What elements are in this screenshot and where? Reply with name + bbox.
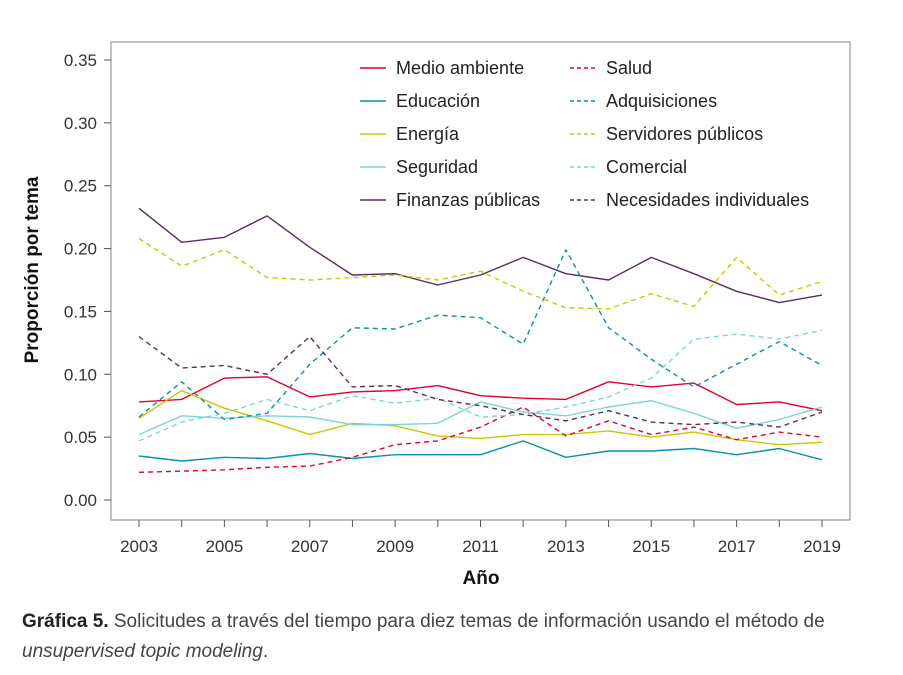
legend-label: Medio ambiente <box>396 58 524 78</box>
legend-label: Necesidades individuales <box>606 190 809 210</box>
series-line-medio-ambiente <box>138 376 823 412</box>
x-tick-label: 2003 <box>120 537 158 556</box>
x-axis-title: Año <box>463 568 500 589</box>
y-tick-label: 0.15 <box>64 302 97 321</box>
series-line-necesidades-individuales <box>138 335 823 428</box>
x-tick-label: 2009 <box>376 537 414 556</box>
line-chart: 0.000.050.100.150.200.250.300.35 2003 200… <box>22 41 851 589</box>
x-axis: 2003 2005 2007 2009 2011 2013 2015 2017 2019 <box>120 520 841 556</box>
caption-emphasis: unsupervised topic modeling <box>22 641 263 662</box>
series-line-servidores-publicos <box>138 237 823 310</box>
figure-caption: Gráfica 5. Solicitudes a través del tiem… <box>22 607 882 667</box>
plot-frame <box>110 41 851 521</box>
caption-text: Solicitudes a través del tiempo para die… <box>108 611 825 632</box>
y-tick-label: 0.00 <box>64 491 97 510</box>
legend-label: Comercial <box>606 157 687 177</box>
legend-label: Seguridad <box>396 157 478 177</box>
series-line-comercial <box>138 329 823 442</box>
x-tick-label: 2013 <box>547 537 585 556</box>
y-axis: 0.00 0.05 0.10 0.15 0.20 0.25 0.30 0.35 <box>64 51 111 510</box>
x-tick-label: 2007 <box>291 537 329 556</box>
caption-end: . <box>262 641 269 662</box>
series-lines <box>138 207 823 473</box>
y-tick-label: 0.25 <box>64 177 97 196</box>
series-line-educacion <box>138 440 823 462</box>
series-line-salud <box>138 406 823 473</box>
x-tick-label: 2017 <box>718 537 756 556</box>
legend-label: Adquisiciones <box>606 91 717 111</box>
y-axis-title: Proporción por tema <box>22 176 43 363</box>
legend-label: Servidores públicos <box>606 124 763 144</box>
y-tick-label: 0.05 <box>64 428 97 447</box>
y-tick-label: 0.30 <box>64 114 97 133</box>
legend-label: Salud <box>606 58 652 78</box>
legend-label: Educación <box>396 91 480 111</box>
legend-label: Energía <box>396 124 460 144</box>
x-tick-label: 2005 <box>205 537 243 556</box>
y-tick-label: 0.10 <box>64 365 97 384</box>
x-tick-label: 2011 <box>462 537 499 556</box>
series-line-seguridad <box>138 400 823 436</box>
y-tick-label: 0.20 <box>64 240 97 259</box>
x-tick-label: 2019 <box>803 537 841 556</box>
x-tick-label: 2015 <box>632 537 670 556</box>
series-line-finanzas-publicas <box>138 207 823 304</box>
y-tick-label: 0.35 <box>64 51 97 70</box>
caption-label: Gráfica 5. <box>22 611 109 632</box>
legend: Medio ambiente Educación Energía Seguridad F… <box>360 58 809 210</box>
series-line-adquisiciones <box>138 249 823 421</box>
legend-label: Finanzas públicas <box>396 190 540 210</box>
